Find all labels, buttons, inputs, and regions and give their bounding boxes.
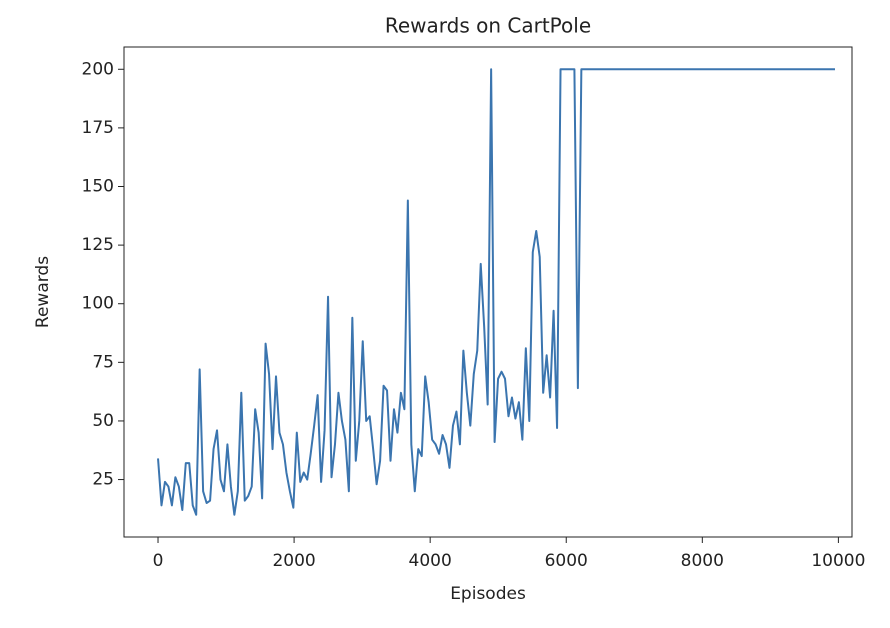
y-tick-label: 25 (92, 470, 114, 490)
y-tick-label: 50 (92, 411, 114, 431)
plot-frame (123, 46, 853, 538)
x-tick-label: 0 (153, 551, 164, 571)
y-tick-label: 100 (82, 294, 114, 314)
x-tick-label: 6000 (545, 551, 588, 571)
y-tick-label: 175 (82, 118, 114, 138)
x-tick-label: 10000 (811, 551, 865, 571)
y-tick-label: 125 (82, 235, 114, 255)
chart-title: Rewards on CartPole (385, 14, 591, 38)
y-tick-label: 150 (82, 176, 114, 196)
x-axis-label: Episodes (450, 584, 526, 604)
x-tick-label: 4000 (409, 551, 452, 571)
y-axis-label: Rewards (33, 256, 53, 328)
x-tick-label: 2000 (272, 551, 315, 571)
line-series (157, 68, 835, 516)
y-tick-label: 75 (92, 352, 114, 372)
y-tick-label: 200 (82, 59, 114, 79)
x-tick-label: 8000 (681, 551, 724, 571)
